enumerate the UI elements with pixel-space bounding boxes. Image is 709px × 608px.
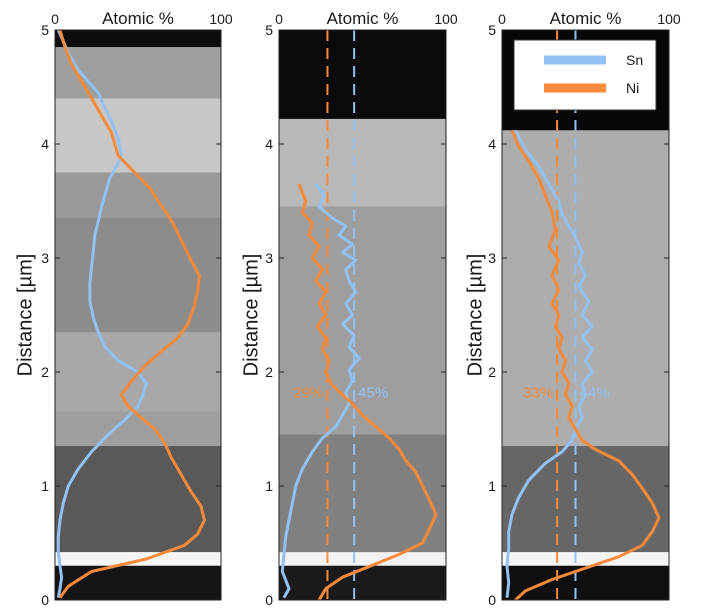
y-tick-label: 2 xyxy=(41,364,49,380)
series-line-ni xyxy=(297,183,438,600)
panel-frame xyxy=(54,29,222,601)
reference-label-ni: 33% xyxy=(523,384,553,401)
reference-label-sn: 44% xyxy=(579,384,609,401)
y-tick-label: 2 xyxy=(488,364,496,380)
reference-label-sn: 45% xyxy=(358,384,388,401)
chart-title: Atomic % xyxy=(550,9,622,28)
y-tick-label: 5 xyxy=(41,22,49,38)
x-tick-label: 0 xyxy=(51,11,59,27)
chart-title: Atomic % xyxy=(102,9,174,28)
micrograph-band xyxy=(502,446,669,553)
micrograph-band xyxy=(279,434,446,553)
legend-label-sn: Sn xyxy=(626,52,643,68)
micrograph-band xyxy=(55,565,221,600)
x-tick-label: 100 xyxy=(209,11,233,27)
micrograph-band xyxy=(279,118,446,207)
y-axis-label: Distance [µm] xyxy=(240,254,262,377)
micrograph-band xyxy=(502,565,669,600)
series-line-sn xyxy=(280,183,361,599)
series-line-ni xyxy=(510,129,661,600)
y-tick-label: 0 xyxy=(265,592,273,608)
y-tick-label: 3 xyxy=(488,250,496,266)
y-tick-label: 5 xyxy=(488,22,496,38)
y-tick-label: 0 xyxy=(41,592,49,608)
y-tick-label: 4 xyxy=(265,136,273,152)
x-tick-label: 100 xyxy=(657,11,681,27)
micrograph-band xyxy=(55,218,221,333)
micrograph-band xyxy=(55,552,221,566)
x-tick-label: 100 xyxy=(434,11,458,27)
y-tick-label: 0 xyxy=(488,592,496,608)
y-tick-label: 3 xyxy=(265,250,273,266)
micrograph-band xyxy=(279,30,446,119)
panel-frame xyxy=(278,29,447,601)
micrograph-band xyxy=(502,552,669,566)
y-tick-label: 1 xyxy=(265,478,273,494)
micrograph-band xyxy=(55,172,221,219)
y-axis-label: Distance [µm] xyxy=(14,254,36,377)
series-line-sn xyxy=(505,129,594,598)
y-tick-label: 2 xyxy=(265,364,273,380)
x-tick-label: 0 xyxy=(498,11,506,27)
y-tick-label: 3 xyxy=(41,250,49,266)
x-tick-label: 0 xyxy=(275,11,283,27)
y-tick-label: 5 xyxy=(265,22,273,38)
panel-frame xyxy=(501,29,670,601)
series-line-ni xyxy=(58,30,206,599)
y-tick-label: 4 xyxy=(41,136,49,152)
micrograph-band xyxy=(279,552,446,566)
reference-label-ni: 29% xyxy=(293,384,323,401)
micrograph-band xyxy=(279,206,446,435)
series-line-sn xyxy=(56,30,148,598)
y-axis-label: Distance [µm] xyxy=(464,254,486,377)
y-tick-label: 4 xyxy=(488,136,496,152)
micrograph-band xyxy=(55,98,221,173)
chart-title: Atomic % xyxy=(327,9,399,28)
legend-label-ni: Ni xyxy=(626,80,639,96)
micrograph-band xyxy=(55,411,221,447)
y-tick-label: 1 xyxy=(488,478,496,494)
legend-box xyxy=(513,39,657,111)
micrograph-band xyxy=(279,565,446,600)
y-tick-label: 1 xyxy=(41,478,49,494)
micrograph-band xyxy=(55,30,221,48)
